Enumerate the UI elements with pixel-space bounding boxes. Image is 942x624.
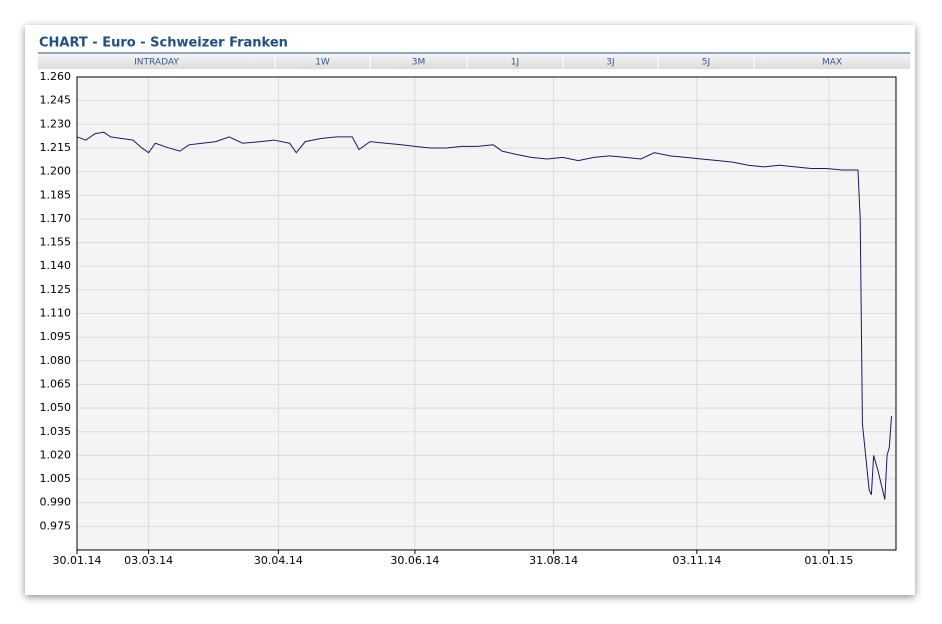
y-tick-label: 1.245 [40, 94, 72, 107]
chart-title: CHART - Euro - Schweizer Franken [39, 36, 288, 51]
y-tick-label: 1.080 [40, 354, 72, 367]
y-tick-label: 1.185 [40, 188, 72, 201]
plot-area [76, 76, 897, 551]
y-tick-label: 1.125 [40, 283, 72, 296]
y-tick-label: 1.110 [40, 307, 72, 320]
tab[interactable]: 3J [606, 58, 614, 68]
x-tick-label: 31.08.14 [529, 554, 578, 567]
y-tick-label: 1.170 [40, 212, 72, 225]
tab[interactable]: 3M [412, 58, 426, 68]
x-tick-label: 30.06.14 [390, 554, 439, 567]
y-tick-label: 1.095 [40, 330, 72, 343]
y-tick-label: 1.140 [40, 259, 72, 272]
y-tick-label: 1.035 [40, 425, 72, 438]
y-tick-label: 1.155 [40, 236, 72, 249]
tab[interactable]: 1J [511, 58, 519, 68]
y-tick-label: 0.990 [40, 496, 72, 509]
y-tick-label: 1.200 [40, 165, 72, 178]
x-tick-label: 03.11.14 [672, 554, 721, 567]
tab-bar [38, 54, 910, 69]
y-tick-label: 1.065 [40, 377, 72, 390]
tab[interactable]: INTRADAY [134, 58, 179, 68]
price-line [76, 131, 893, 500]
tab[interactable]: 1W [315, 58, 330, 68]
y-tick-label: 1.005 [40, 472, 72, 485]
x-tick-label: 30.01.14 [53, 554, 102, 567]
y-tick-label: 1.050 [40, 401, 72, 414]
y-tick-label: 1.215 [40, 141, 72, 154]
y-tick-label: 1.020 [40, 448, 72, 461]
tab[interactable]: MAX [822, 58, 842, 68]
x-tick-label: 30.04.14 [254, 554, 303, 567]
x-tick-label: 03.03.14 [124, 554, 173, 567]
y-tick-label: 0.975 [40, 519, 72, 532]
y-tick-label: 1.260 [40, 70, 72, 83]
x-tick-label: 01.01.15 [804, 554, 853, 567]
tab[interactable]: 5J [702, 58, 710, 68]
y-tick-label: 1.230 [40, 117, 72, 130]
